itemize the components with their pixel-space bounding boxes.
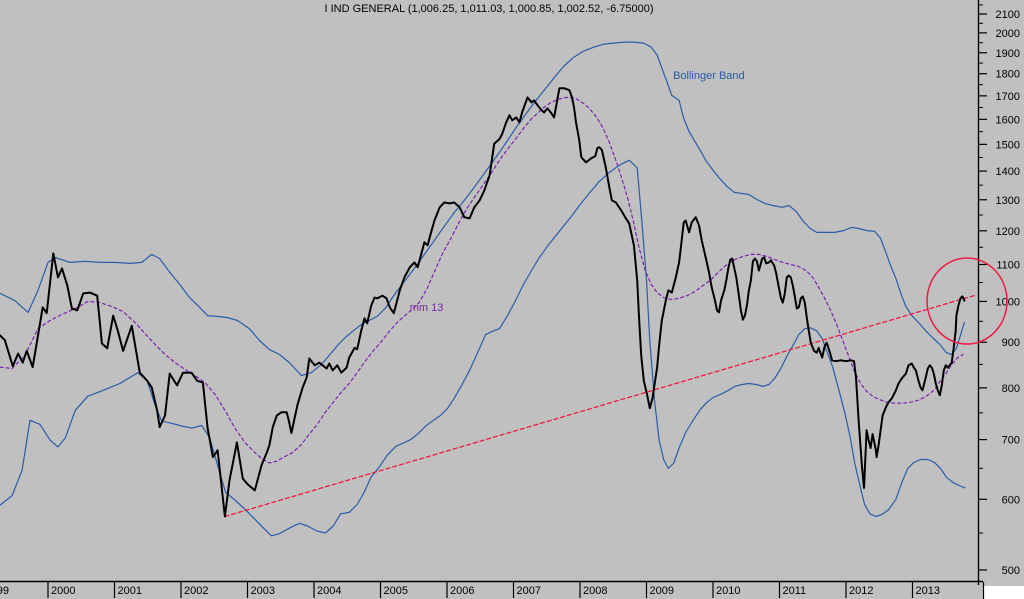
series-price: [0, 87, 966, 518]
x-year-label: 2012: [849, 585, 873, 597]
series-trendline: [224, 294, 977, 518]
x-year-label: 2009: [650, 585, 674, 597]
series-mm13: [0, 96, 964, 464]
x-year-label: 2008: [583, 585, 607, 597]
x-year-label: 2001: [118, 585, 142, 597]
series-bollinger-upper: [0, 41, 966, 377]
y-tick-label: 1500: [996, 139, 1020, 151]
x-year-label: 2004: [317, 585, 341, 597]
y-tick-label: 1200: [996, 226, 1020, 238]
y-tick-label: 1700: [996, 91, 1020, 103]
y-tick-label: 600: [1002, 494, 1020, 506]
mm13-moving-average-label: mm 13: [409, 301, 444, 314]
y-tick-label: 500: [1002, 565, 1020, 577]
x-year-label: 2003: [251, 585, 275, 597]
y-tick-label: 900: [1002, 337, 1020, 349]
chart-title: I IND GENERAL (1,006.25, 1,011.03, 1,000…: [324, 3, 654, 15]
series-group: [0, 41, 977, 537]
x-year-label: 2007: [517, 585, 541, 597]
y-tick-label: 2100: [996, 9, 1020, 21]
y-tick-label: 1600: [996, 114, 1020, 126]
corner-box: [984, 586, 1024, 599]
breakout-circle-annotation: [926, 257, 1008, 345]
x-year-label: 2006: [450, 585, 474, 597]
series-bollinger-lower: [0, 159, 966, 537]
x-year-label: 1999: [0, 585, 9, 597]
y-tick-label: 700: [1002, 435, 1020, 447]
y-tick-label: 1100: [996, 259, 1020, 271]
y-tick-label: 1400: [996, 166, 1020, 178]
bollinger-band-label: Bollinger Band: [673, 69, 745, 82]
x-year-label: 2005: [384, 585, 408, 597]
y-tick-label: 800: [1002, 383, 1020, 395]
x-year-label: 2013: [916, 585, 940, 597]
y-tick-label: 1300: [996, 195, 1020, 207]
x-year-label: 2010: [716, 585, 740, 597]
y-tick-label: 1800: [996, 69, 1020, 81]
y-tick-label: 2000: [996, 28, 1020, 40]
x-year-label: 2000: [51, 585, 75, 597]
x-year-label: 2002: [184, 585, 208, 597]
y-tick-label: 1900: [996, 48, 1020, 60]
x-year-label: 2011: [783, 585, 807, 597]
